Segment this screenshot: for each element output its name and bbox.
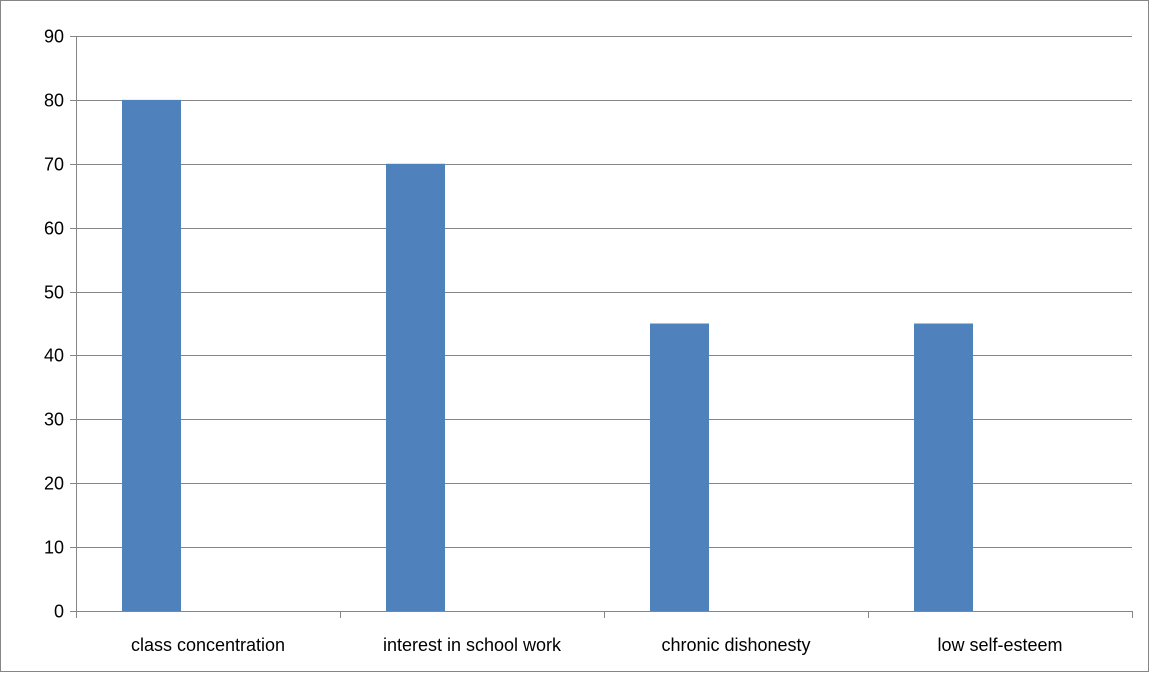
- y-tick-label: 70: [44, 155, 64, 175]
- x-tick-label: low self-esteem: [937, 635, 1062, 655]
- x-tick-label: chronic dishonesty: [661, 635, 810, 655]
- y-tick-label: 40: [44, 346, 64, 366]
- bar-1: [386, 163, 445, 611]
- y-tick-label: 10: [44, 538, 64, 558]
- bar-0: [122, 99, 181, 611]
- y-tick-label: 20: [44, 474, 64, 494]
- bar-3: [914, 323, 973, 611]
- y-tick-label: 80: [44, 91, 64, 111]
- bar-2: [650, 323, 709, 611]
- y-axis-tick-labels: 0 10 20 30 40 50 60 70 80 90: [44, 27, 64, 622]
- axes: [70, 36, 1133, 618]
- x-tick-label: interest in school work: [383, 635, 562, 655]
- y-tick-label: 60: [44, 219, 64, 239]
- bars: [122, 99, 973, 611]
- y-tick-label: 50: [44, 283, 64, 303]
- gridlines: [76, 36, 1132, 548]
- x-axis-tick-labels: class concentration interest in school wo…: [131, 635, 1063, 655]
- y-tick-label: 0: [54, 602, 64, 622]
- y-tick-label: 90: [44, 27, 64, 47]
- x-tick-label: class concentration: [131, 635, 285, 655]
- y-tick-label: 30: [44, 410, 64, 430]
